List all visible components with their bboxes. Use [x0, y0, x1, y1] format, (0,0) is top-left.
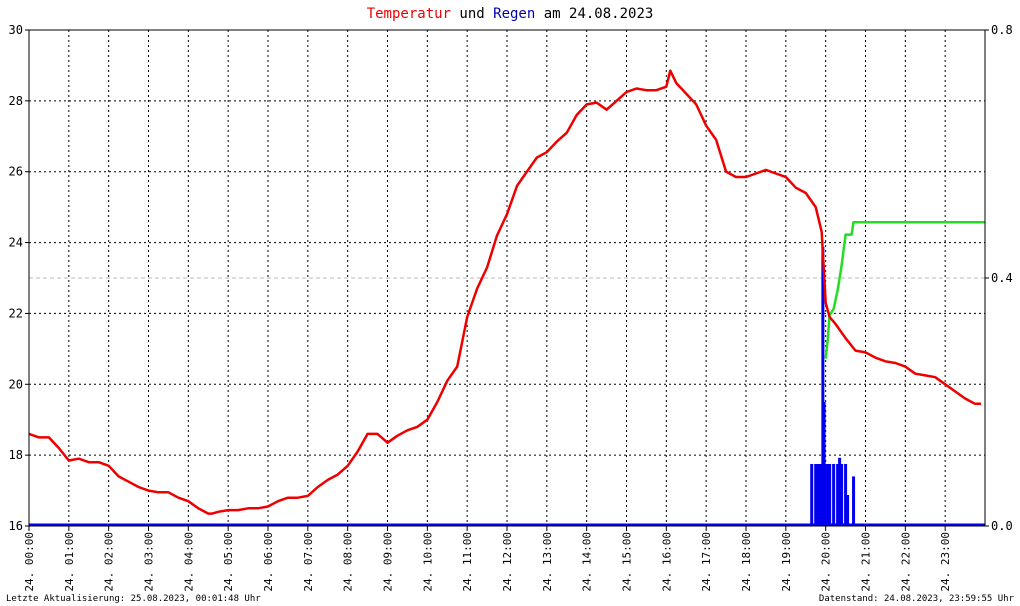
x-tick-label: 24. 07:00 [302, 532, 315, 592]
chart-title-date: am 24.08.2023 [535, 6, 653, 22]
rain-bar [821, 247, 825, 526]
x-tick-label: 24. 02:00 [103, 532, 116, 592]
x-tick-label: 24. 19:00 [780, 532, 793, 592]
rain-bar [818, 464, 822, 526]
chart-title-rain: Regen [493, 6, 535, 22]
x-tick-label: 24. 05:00 [222, 532, 235, 592]
rain-sum-polyline [824, 220, 985, 359]
rain-bar [844, 464, 848, 526]
x-tick-label: 24. 15:00 [621, 532, 634, 592]
temperature-line [28, 69, 981, 515]
rain-bar [832, 464, 836, 526]
rain-bar [822, 402, 826, 526]
x-tick-label: 24. 16:00 [660, 532, 673, 592]
right-tick-label: 0.4 [991, 271, 1013, 285]
rain-sum-line [824, 220, 985, 359]
x-tick-label: 24. 06:00 [262, 532, 275, 592]
right-tick-label: 0.0 [991, 519, 1013, 533]
x-tick-label: 24. 14:00 [581, 532, 594, 592]
left-tick-label: 18 [9, 448, 23, 462]
right-axis-ticks: 0.0 0.4 0.8 [985, 23, 1013, 533]
grid [29, 30, 985, 526]
x-tick-label: 24. 11:00 [461, 532, 474, 592]
left-tick-label: 30 [9, 23, 23, 37]
x-tick-label: 24. 20:00 [820, 532, 833, 592]
right-tick-label: 0.8 [991, 23, 1013, 37]
x-tick-label: 24. 21:00 [860, 532, 873, 592]
rain-bar [846, 495, 850, 526]
x-tick-label: 24. 03:00 [143, 532, 156, 592]
rain-bar [828, 464, 832, 526]
rain-bar [840, 464, 844, 526]
x-tick-label: 24. 08:00 [342, 532, 355, 592]
x-tick-label: 24. 12:00 [501, 532, 514, 592]
rain-bar [852, 476, 856, 526]
temperature-polyline [28, 69, 981, 515]
left-tick-label: 16 [9, 519, 23, 533]
x-tick-label: 24. 10:00 [421, 532, 434, 592]
rain-bar [814, 464, 818, 526]
rain-bar [826, 464, 830, 526]
left-tick-label: 28 [9, 94, 23, 108]
footer-data-status: Datenstand: 24.08.2023, 23:59:55 Uhr [819, 594, 1015, 604]
left-tick-label: 22 [9, 306, 23, 320]
x-tick-label: 24. 00:00 [23, 532, 36, 592]
chart-title: Temperatur und Regen am 24.08.2023 [367, 6, 654, 22]
rain-bar [838, 457, 842, 526]
chart-title-temperature: Temperatur [367, 6, 451, 22]
footer-last-update: Letzte Aktualisierung: 25.08.2023, 00:01… [6, 594, 261, 604]
chart-title-und: und [451, 6, 493, 22]
left-tick-label: 26 [9, 165, 23, 179]
left-tick-label: 20 [9, 377, 23, 391]
x-tick-label: 24. 23:00 [939, 532, 952, 592]
rain-bar [810, 464, 814, 526]
x-tick-label: 24. 04:00 [182, 532, 195, 592]
left-axis-ticks: 16 18 20 22 24 26 28 30 [9, 23, 29, 533]
rain-bar [816, 464, 820, 526]
rain-bar [824, 464, 828, 526]
x-tick-label: 24. 09:00 [382, 532, 395, 592]
x-tick-label: 24. 13:00 [541, 532, 554, 592]
rain-bar [836, 464, 840, 526]
x-tick-label: 24. 18:00 [740, 532, 753, 592]
left-tick-label: 24 [9, 236, 23, 250]
x-axis-ticks: 24. 00:00 24. 01:00 24. 02:00 24. 03:00 24. … [23, 526, 952, 592]
x-tick-label: 24. 17:00 [700, 532, 713, 592]
x-tick-label: 24. 01:00 [63, 532, 76, 592]
x-tick-label: 24. 22:00 [899, 532, 912, 592]
rain-bars [29, 247, 985, 527]
